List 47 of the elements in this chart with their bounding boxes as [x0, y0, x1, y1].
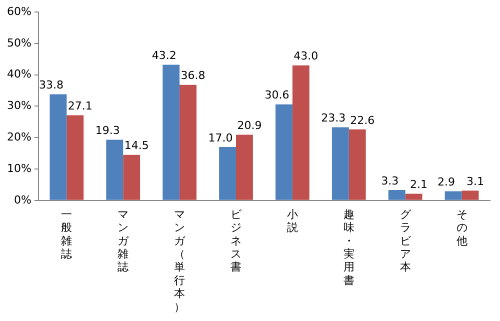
y-tick-label: 0%	[14, 193, 32, 206]
data-label: 3.3	[381, 174, 399, 188]
bar	[66, 115, 84, 200]
y-tick-label: 50%	[6, 36, 32, 50]
bar	[444, 191, 462, 200]
data-label: 27.1	[68, 100, 92, 113]
data-label: 22.6	[350, 114, 375, 127]
data-label: 43.2	[152, 49, 176, 62]
data-label: 2.9	[438, 176, 456, 189]
x-tick-label: グラビア本	[400, 208, 412, 274]
data-label: 19.3	[95, 124, 120, 138]
bar	[292, 65, 310, 200]
data-label: 30.6	[264, 88, 290, 102]
x-tick-label: マンガ（単行本）	[174, 208, 186, 314]
data-label: 33.8	[38, 78, 64, 92]
bar	[106, 140, 124, 200]
bar	[50, 94, 67, 200]
y-tick-label: 60%	[6, 4, 32, 18]
bar	[332, 127, 349, 200]
x-tick-label: 一般雑誌	[61, 208, 72, 260]
bar	[219, 147, 236, 200]
y-tick-label: 20%	[6, 130, 32, 144]
x-tick-label: マンガ雑誌	[118, 208, 130, 274]
data-label: 2.1	[410, 178, 428, 192]
bar	[462, 190, 479, 200]
data-label: 23.3	[321, 112, 346, 125]
data-label: 43.0	[294, 50, 318, 63]
x-tick-label: ビジネス書	[230, 208, 243, 274]
y-tick-label: 10%	[6, 162, 32, 175]
data-label: 17.0	[208, 131, 233, 144]
data-label: 14.5	[124, 139, 149, 152]
x-tick-label: その他	[456, 208, 468, 248]
data-label: 3.1	[466, 175, 484, 188]
data-label: 20.9	[237, 119, 262, 132]
x-tick-label: 小説	[286, 208, 298, 234]
bar	[405, 194, 422, 200]
bar	[388, 190, 406, 200]
bar	[348, 129, 366, 200]
x-tick-label: 趣味・実用書	[343, 208, 354, 287]
bar	[180, 84, 196, 200]
y-tick-label: 30%	[6, 99, 32, 112]
bar	[236, 134, 253, 200]
y-tick-label: 40%	[6, 68, 32, 81]
data-label: 36.8	[180, 69, 206, 82]
bar	[162, 64, 180, 200]
bar	[276, 104, 292, 200]
bar	[123, 154, 140, 200]
